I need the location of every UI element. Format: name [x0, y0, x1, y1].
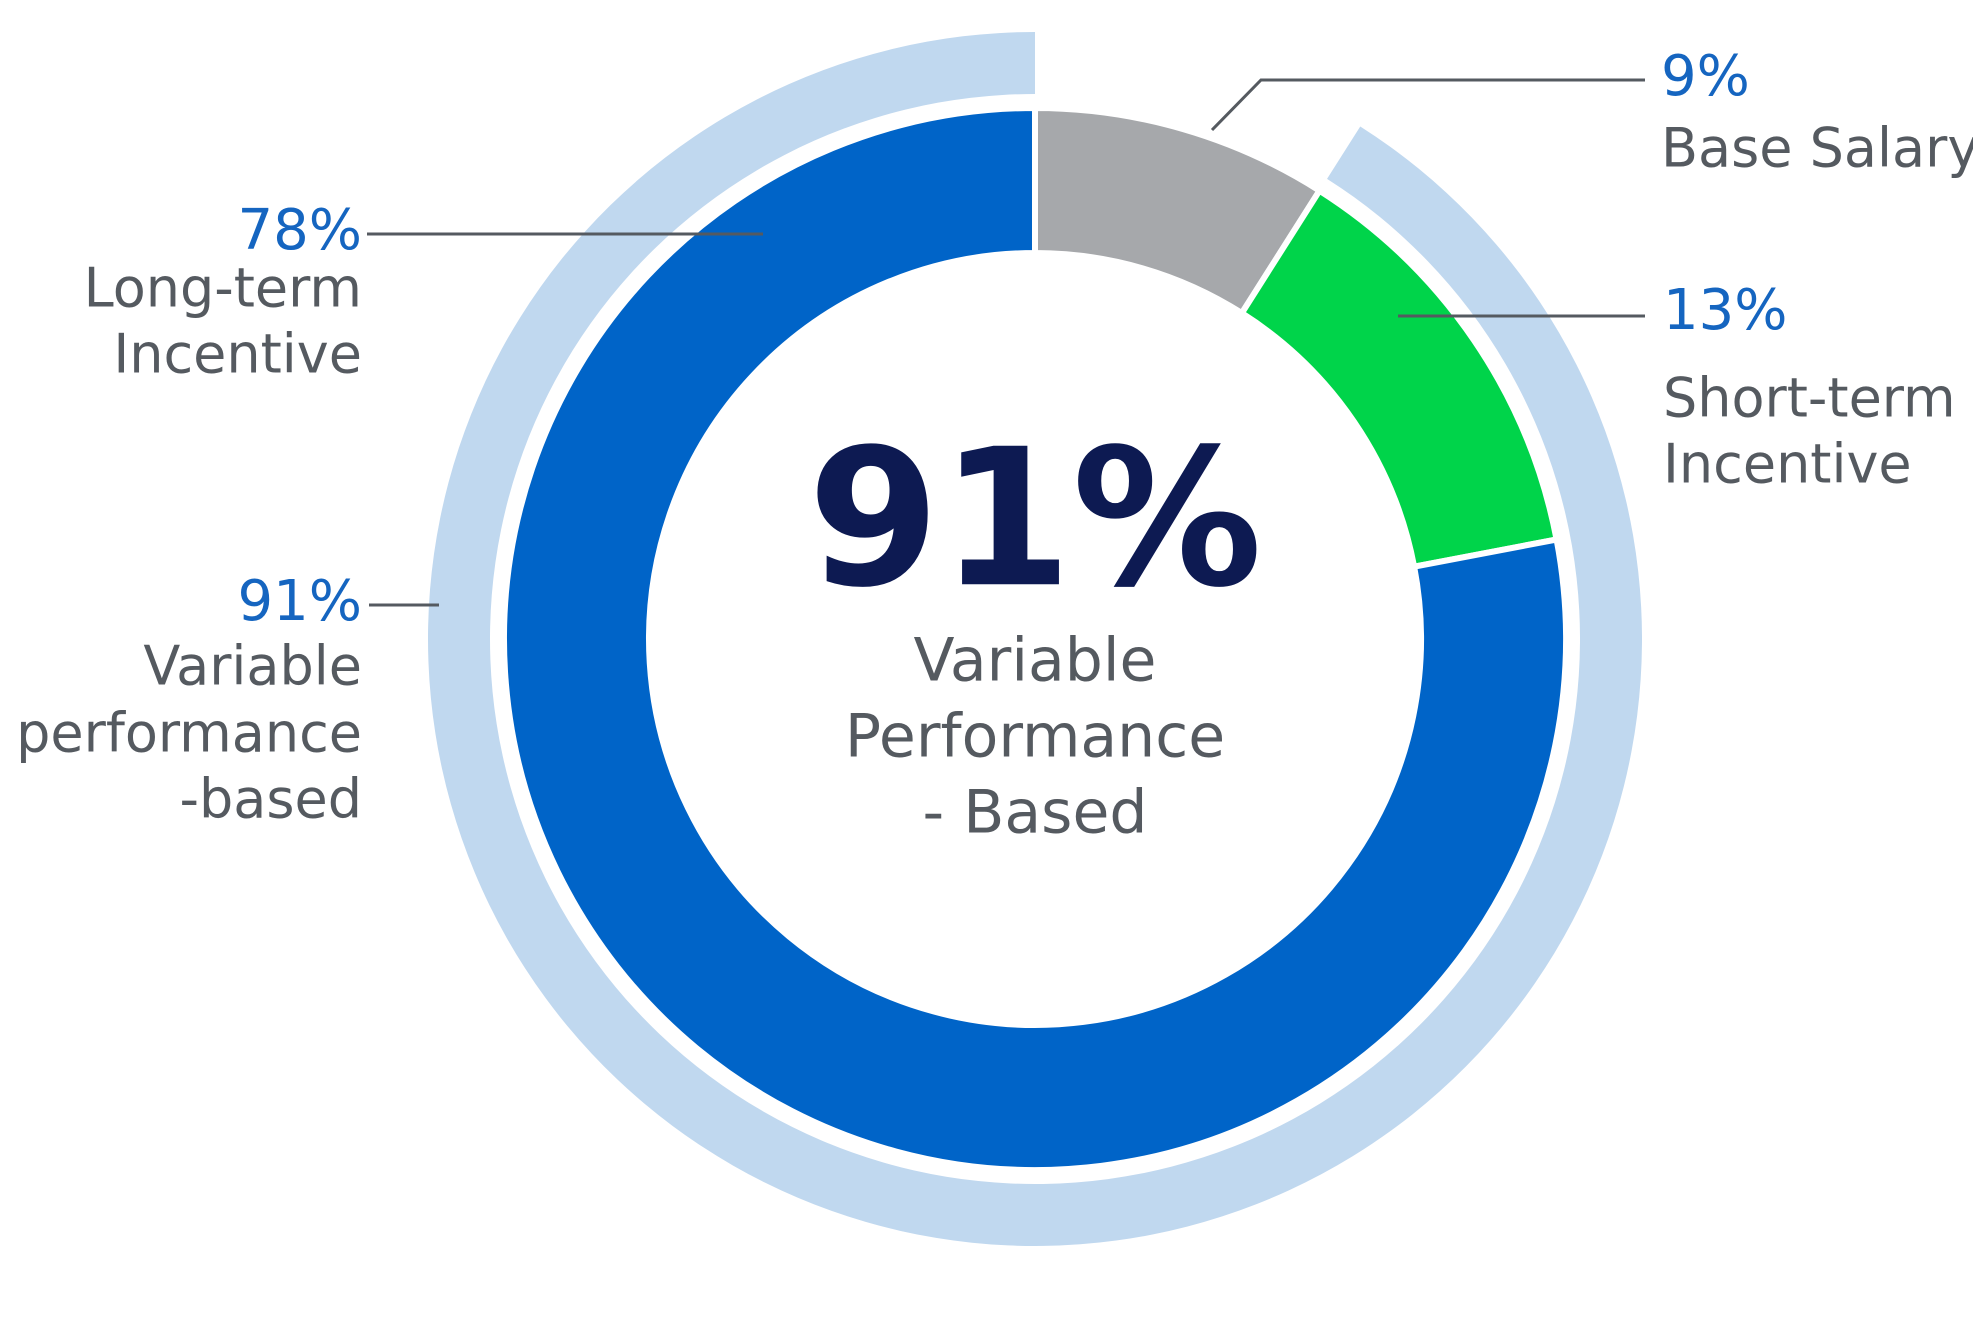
category-label: Incentive: [113, 323, 362, 386]
category-label: performance: [16, 702, 362, 765]
center-text: Performance: [845, 702, 1225, 772]
value-label: 78%: [238, 198, 362, 263]
donut-segment: [1237, 186, 1561, 571]
value-label: 91%: [238, 569, 362, 634]
category-label: Base Salary: [1661, 117, 1973, 180]
category-label: Short-term: [1663, 367, 1956, 430]
category-label: Variable: [143, 635, 362, 698]
center-text: - Based: [923, 778, 1148, 848]
category-label: Long-term: [84, 257, 362, 320]
center-value: 91%: [808, 408, 1263, 629]
donut-segment: [501, 104, 1569, 1173]
category-label: -based: [180, 768, 363, 831]
category-label: Incentive: [1663, 433, 1912, 496]
center-text: Variable: [914, 626, 1157, 696]
leader-line: [1210, 78, 1645, 132]
value-label: 9%: [1661, 44, 1750, 109]
value-label: 13%: [1663, 278, 1787, 343]
